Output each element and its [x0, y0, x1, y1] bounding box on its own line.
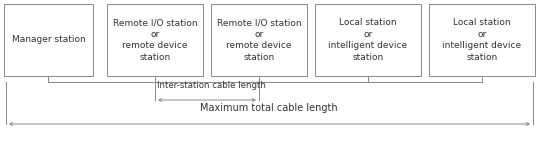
Text: Remote I/O station
or
remote device
station: Remote I/O station or remote device stat… [113, 18, 197, 62]
Text: Manager station: Manager station [12, 36, 85, 45]
Bar [211, 4, 307, 76]
Bar [315, 4, 421, 76]
Text: Maximum total cable length: Maximum total cable length [200, 103, 338, 113]
Text: Local station
or
intelligent device
station: Local station or intelligent device stat… [328, 18, 408, 62]
Bar [4, 4, 93, 76]
Text: Inter-station cable length: Inter-station cable length [157, 81, 266, 90]
Text: Remote I/O station
or
remote device
station: Remote I/O station or remote device stat… [217, 18, 301, 62]
Text: Local station
or
intelligent device
station: Local station or intelligent device stat… [442, 18, 522, 62]
Bar [429, 4, 535, 76]
Bar [107, 4, 203, 76]
